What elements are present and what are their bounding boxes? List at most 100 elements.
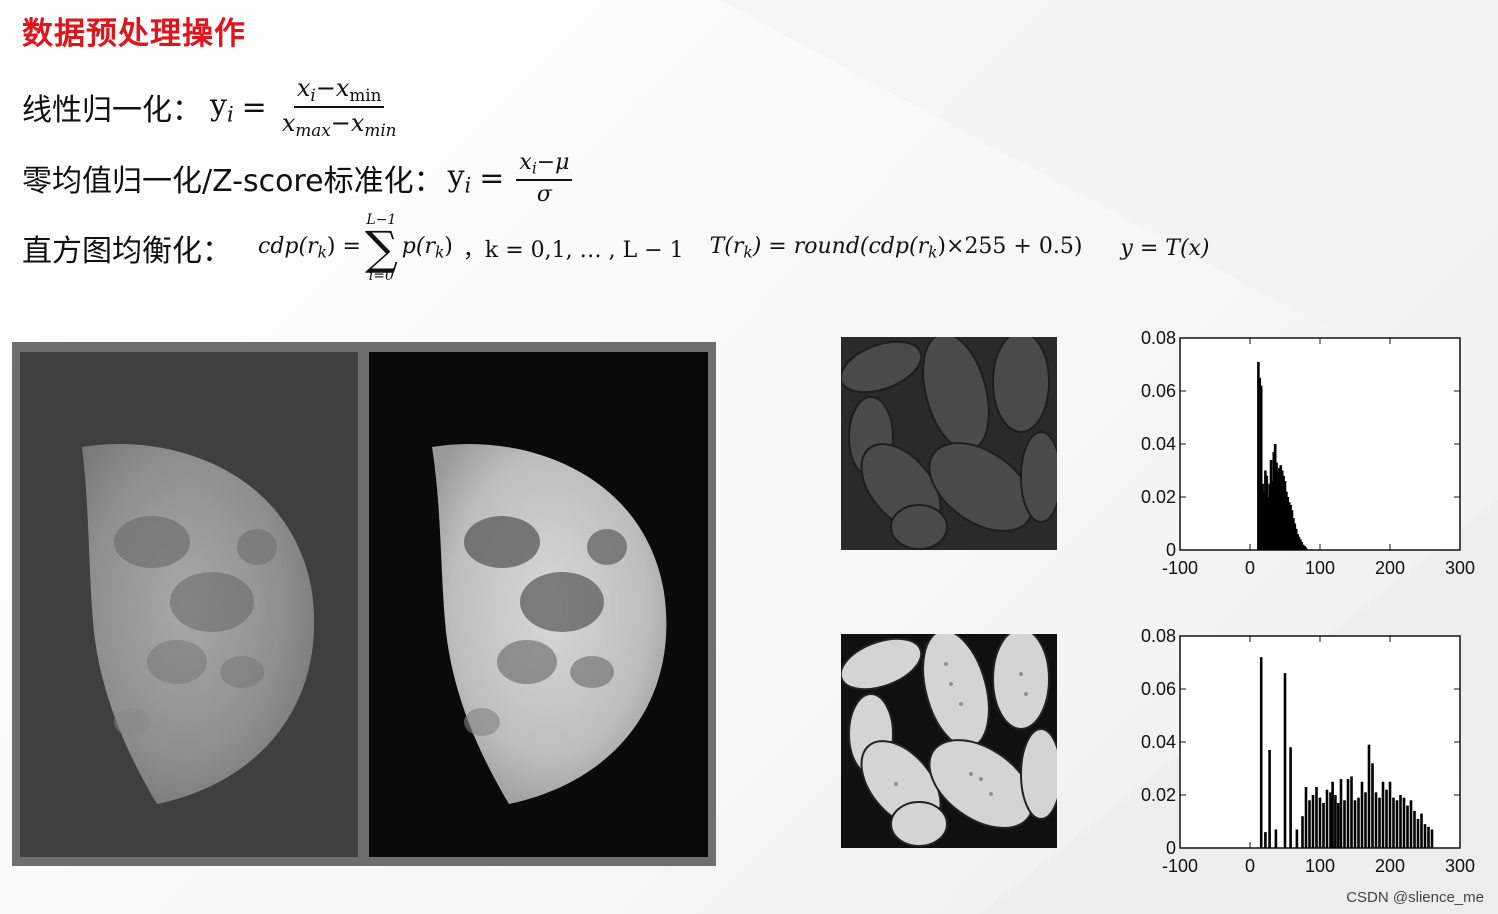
y-tick-label: 0.04 [1141, 434, 1176, 454]
histogram-bar [1258, 377, 1262, 550]
histogram-bar [1266, 497, 1270, 550]
y-formula: y = T(x) [1120, 235, 1210, 261]
y-tick-label: 0.04 [1141, 732, 1176, 752]
zscore-label: 零均值归一化/Z-score标准化： [22, 164, 444, 200]
x-tick-label: 100 [1305, 558, 1335, 578]
x-tick-label: 300 [1445, 558, 1475, 578]
histogram-bar [1423, 824, 1427, 848]
histogram-bar [1427, 826, 1430, 848]
linear-numerator: xi−xmin [293, 74, 385, 109]
x-tick-label: -100 [1162, 856, 1198, 876]
histogram-bar [1304, 787, 1308, 848]
y-tick-label: 0 [1166, 540, 1176, 560]
histeq-label: 直方图均衡化： [22, 234, 232, 269]
histogram-bar [1331, 781, 1334, 848]
histogram-bar [1311, 795, 1315, 848]
linear-fraction: xi−xmin xmax−xmin [279, 74, 400, 140]
zscore-lhs: yi [447, 159, 472, 198]
histogram-bar [1329, 792, 1332, 848]
x-tick-label: -100 [1162, 558, 1198, 578]
y-tick-label: 0.02 [1141, 785, 1176, 805]
histogram-bar [1322, 802, 1325, 848]
histogram-bar [1371, 763, 1374, 848]
histogram-bar [1276, 470, 1280, 550]
histogram-bar [1293, 523, 1297, 550]
histogram-bar [1325, 789, 1329, 848]
histogram-bar [1388, 781, 1392, 848]
y-tick-label: 0.06 [1141, 679, 1176, 699]
moon-equalized [369, 352, 708, 857]
sum-lower-limit: i=0 [368, 268, 394, 284]
histogram-bar [1273, 444, 1277, 550]
pollen-original-image [841, 337, 1057, 550]
histogram-bar [1409, 800, 1413, 848]
histogram-bar [1308, 800, 1311, 848]
histogram-bar [1269, 459, 1273, 550]
linear-lhs: yi [210, 87, 234, 127]
histogram-bar [1374, 792, 1378, 848]
histogram-bar [1304, 547, 1308, 550]
histogram-bar [1343, 800, 1346, 848]
histogram-bar [1416, 818, 1420, 848]
y-tick-label: 0.02 [1141, 487, 1176, 507]
histogram-bar [1261, 483, 1264, 550]
histogram-bar [1300, 542, 1304, 550]
histogram-bar [1272, 451, 1276, 550]
histogram-bar [1271, 481, 1274, 550]
pollen-equalized-image [841, 634, 1057, 848]
x-tick-label: 0 [1245, 856, 1255, 876]
y-tick-label: 0.06 [1141, 381, 1176, 401]
t-formula: T(rk) = round(cdp(rk)×255 + 0.5) [709, 234, 1083, 262]
sigma-symbol: ∑ [364, 221, 398, 275]
cdp-lhs: cdp(rk) = [258, 234, 361, 262]
histogram-bar [1265, 475, 1269, 550]
histogram-bar [1287, 502, 1291, 550]
histogram-bar [1346, 779, 1350, 848]
histogram-bar [1285, 491, 1288, 550]
histogram-bar [1381, 781, 1385, 848]
x-tick-label: 300 [1445, 856, 1475, 876]
histogram-bar [1294, 528, 1298, 550]
histogram-bar [1289, 504, 1292, 550]
histogram-bar [1278, 467, 1281, 550]
histogram-bar [1395, 800, 1399, 848]
plot-frame [1179, 337, 1461, 551]
histogram-bar [1357, 797, 1360, 848]
histogram-bar [1290, 510, 1294, 550]
zscore-numerator: xi−μ [516, 150, 573, 181]
y-tick-label: 0.08 [1141, 626, 1176, 646]
sum-operator: L−1 ∑ i=0 [365, 212, 398, 284]
x-tick-label: 0 [1245, 558, 1255, 578]
zscore-denominator: σ [536, 181, 552, 207]
histogram-bar [1299, 539, 1302, 550]
sum-term: p(rk) [401, 234, 453, 262]
y-tick-label: 0 [1166, 838, 1176, 858]
histogram-bar [1420, 813, 1423, 848]
histogram-bar [1259, 657, 1263, 848]
histogram-bar [1280, 470, 1284, 550]
histogram-bar [1268, 483, 1271, 550]
histogram-bar [1336, 802, 1340, 848]
histogram-bar [1259, 385, 1263, 550]
histogram-bar [1283, 673, 1287, 848]
x-tick-label: 200 [1375, 856, 1405, 876]
zscore-row: 零均值归一化/Z-score标准化： yi = xi−μ σ [22, 150, 576, 207]
histogram-bar [1399, 795, 1402, 848]
y-tick-label: 0.08 [1141, 328, 1176, 348]
histogram-bar [1282, 475, 1285, 550]
histogram-bar [1286, 497, 1290, 550]
moon-original [20, 352, 358, 857]
histogram-bar [1289, 747, 1292, 848]
histogram-bar [1262, 491, 1266, 550]
zscore-equals: = [479, 160, 505, 196]
histeq-row: 直方图均衡化： cdp(rk) = L−1 ∑ i=0 p(rk) ，k = 0… [22, 212, 1210, 284]
histogram-bar [1378, 797, 1381, 848]
histogram-bar [1385, 789, 1388, 848]
histogram-bar [1367, 744, 1371, 848]
linear-normalization-label: 线性归一化： [22, 93, 202, 129]
histogram-bar [1275, 462, 1278, 550]
histogram-bar [1264, 832, 1267, 848]
histogram-bar [1413, 810, 1416, 848]
histogram-bar [1303, 546, 1306, 550]
histogram-bar [1406, 805, 1409, 848]
